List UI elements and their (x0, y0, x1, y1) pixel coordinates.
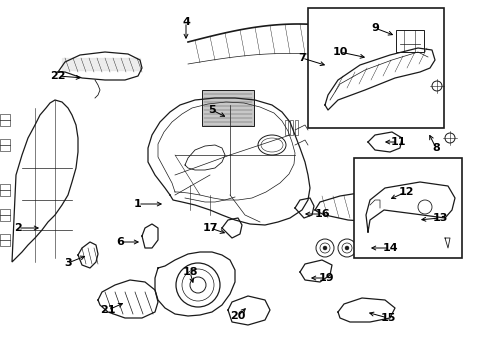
Bar (285, 120, 287, 135)
Circle shape (345, 246, 348, 250)
Text: 20: 20 (230, 311, 245, 321)
Text: 4: 4 (182, 17, 189, 27)
Text: 3: 3 (64, 258, 72, 268)
Text: 10: 10 (332, 47, 347, 57)
Bar (294, 120, 297, 135)
Text: 15: 15 (380, 313, 395, 323)
Text: 12: 12 (397, 187, 413, 197)
Text: 13: 13 (431, 213, 447, 223)
Circle shape (323, 246, 326, 250)
Bar (289, 120, 292, 135)
Text: 21: 21 (100, 305, 116, 315)
Bar (353, 158, 461, 258)
Text: 11: 11 (389, 137, 405, 147)
Bar (0, 234, 10, 246)
Bar (0, 114, 10, 126)
Bar (0, 184, 10, 196)
Text: 5: 5 (208, 105, 215, 115)
Text: 19: 19 (318, 273, 333, 283)
Text: 9: 9 (370, 23, 378, 33)
Bar (0, 209, 10, 221)
Bar (0, 139, 10, 151)
Text: 17: 17 (202, 223, 217, 233)
Text: 18: 18 (182, 267, 197, 277)
Circle shape (388, 246, 392, 250)
Text: 22: 22 (50, 71, 65, 81)
Circle shape (366, 246, 370, 250)
Text: 8: 8 (431, 143, 439, 153)
Text: 6: 6 (116, 237, 123, 247)
Bar (307, 8, 443, 128)
Bar (202, 90, 253, 126)
Text: 2: 2 (14, 223, 22, 233)
Text: 14: 14 (382, 243, 397, 253)
Text: 16: 16 (314, 209, 329, 219)
Bar (395, 30, 423, 52)
Circle shape (410, 246, 414, 250)
Text: 7: 7 (298, 53, 305, 63)
Text: 1: 1 (134, 199, 142, 209)
